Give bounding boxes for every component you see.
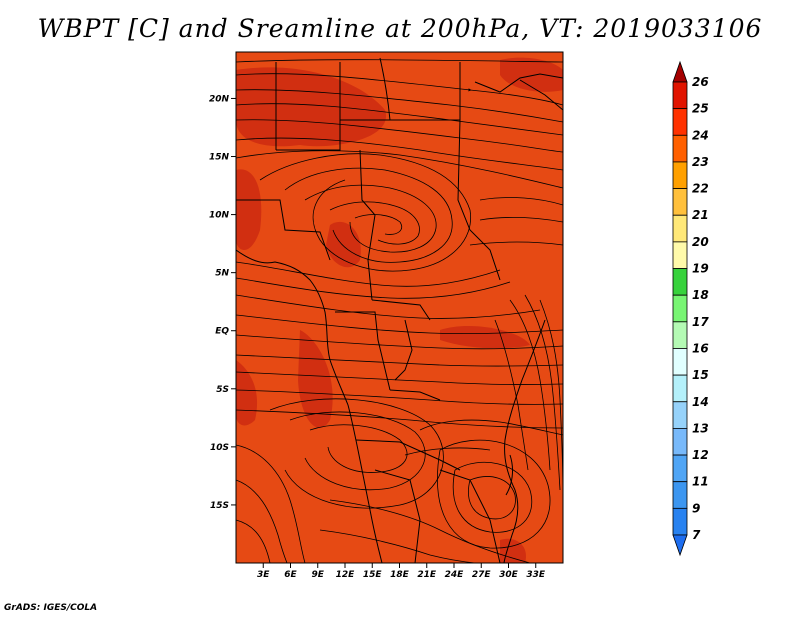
colorbar-level-label: 26 bbox=[692, 75, 709, 89]
colorbar-level-label: 14 bbox=[692, 395, 709, 409]
colorbar-swatch bbox=[672, 454, 688, 483]
colorbar-top-extension bbox=[672, 60, 688, 83]
colorbar-swatch bbox=[672, 401, 688, 429]
colorbar-swatch bbox=[672, 81, 688, 110]
colorbar-bottom-extension bbox=[672, 534, 688, 557]
lat-tick-label: 20N bbox=[209, 94, 230, 104]
lon-tick-label: 18E bbox=[390, 570, 410, 580]
lon-tick-label: 12E bbox=[336, 570, 356, 580]
colorbar-level-label: 24 bbox=[692, 128, 709, 142]
lat-tick-label: 10S bbox=[210, 443, 229, 453]
colorbar-swatch bbox=[672, 214, 688, 243]
grads-footer: GrADS: IGES/COLA bbox=[4, 603, 98, 613]
lon-tick-label: 21E bbox=[417, 570, 437, 580]
colorbar-swatch bbox=[672, 428, 688, 456]
lon-tick-label: 30E bbox=[499, 570, 519, 580]
lat-tick-label: EQ bbox=[215, 327, 229, 337]
lat-tick-label: 5S bbox=[216, 385, 229, 395]
colorbar-level-label: 20 bbox=[692, 235, 709, 249]
coastlines-borders bbox=[236, 57, 563, 563]
lon-tick-label: 33E bbox=[526, 570, 546, 580]
lat-tick-label: 5N bbox=[215, 269, 229, 279]
lon-tick-label: 3E bbox=[257, 570, 270, 580]
colorbar-level-label: 19 bbox=[692, 262, 709, 276]
colorbar-level-label: 7 bbox=[692, 528, 701, 542]
chart-title: WBPT [C] and Sreamline at 200hPa, VT: 20… bbox=[37, 14, 763, 43]
colorbar-level-label: 18 bbox=[692, 288, 709, 302]
longitude-axis: 3E 6E 9E 12E 15E 18E 21E 24E 27E 30E 33E bbox=[257, 563, 546, 580]
colorbar-swatch bbox=[672, 108, 688, 136]
colorbar-swatch bbox=[672, 294, 688, 323]
latitude-axis: 20N 15N 10N 5N EQ 5S 10S 15S bbox=[209, 94, 236, 511]
colorbar-level-label: 17 bbox=[692, 315, 709, 329]
colorbar-swatch bbox=[672, 507, 688, 536]
streamlines bbox=[236, 59, 563, 563]
lon-tick-label: 15E bbox=[363, 570, 383, 580]
colorbar-level-label: 12 bbox=[692, 448, 709, 462]
colorbar-level-label: 9 bbox=[692, 501, 700, 515]
lon-tick-label: 9E bbox=[312, 570, 325, 580]
colorbar-level-label: 13 bbox=[692, 421, 709, 435]
lat-tick-label: 15N bbox=[209, 153, 230, 163]
colorbar-level-label: 25 bbox=[692, 102, 709, 116]
colorbar-level-label: 15 bbox=[692, 368, 709, 382]
colorbar-level-label: 21 bbox=[692, 208, 709, 222]
colorbar-level-label: 16 bbox=[692, 341, 709, 355]
colorbar-swatch bbox=[672, 188, 688, 216]
lat-tick-label: 10N bbox=[209, 211, 230, 221]
colorbar-level-label: 11 bbox=[692, 475, 709, 489]
colorbar-swatch bbox=[672, 268, 688, 296]
lon-tick-label: 24E bbox=[445, 570, 465, 580]
colorbar-swatch bbox=[672, 348, 688, 376]
colorbar-level-label: 23 bbox=[692, 155, 709, 169]
colorbar-swatch bbox=[672, 481, 688, 509]
colorbar-swatch bbox=[672, 321, 688, 349]
map-panel bbox=[235, 51, 564, 564]
lon-tick-label: 27E bbox=[472, 570, 492, 580]
colorbar-swatch bbox=[672, 241, 688, 269]
colorbar-swatch bbox=[672, 161, 688, 189]
lon-tick-label: 6E bbox=[284, 570, 297, 580]
colorbar: 26 25 24 23 22 21 20 19 18 17 16 15 14 13 12 11 9 7 bbox=[672, 60, 709, 557]
colorbar-level-label: 22 bbox=[692, 182, 709, 196]
colorbar-swatch bbox=[672, 134, 688, 163]
colorbar-swatch bbox=[672, 374, 688, 403]
lat-tick-label: 15S bbox=[210, 501, 229, 511]
